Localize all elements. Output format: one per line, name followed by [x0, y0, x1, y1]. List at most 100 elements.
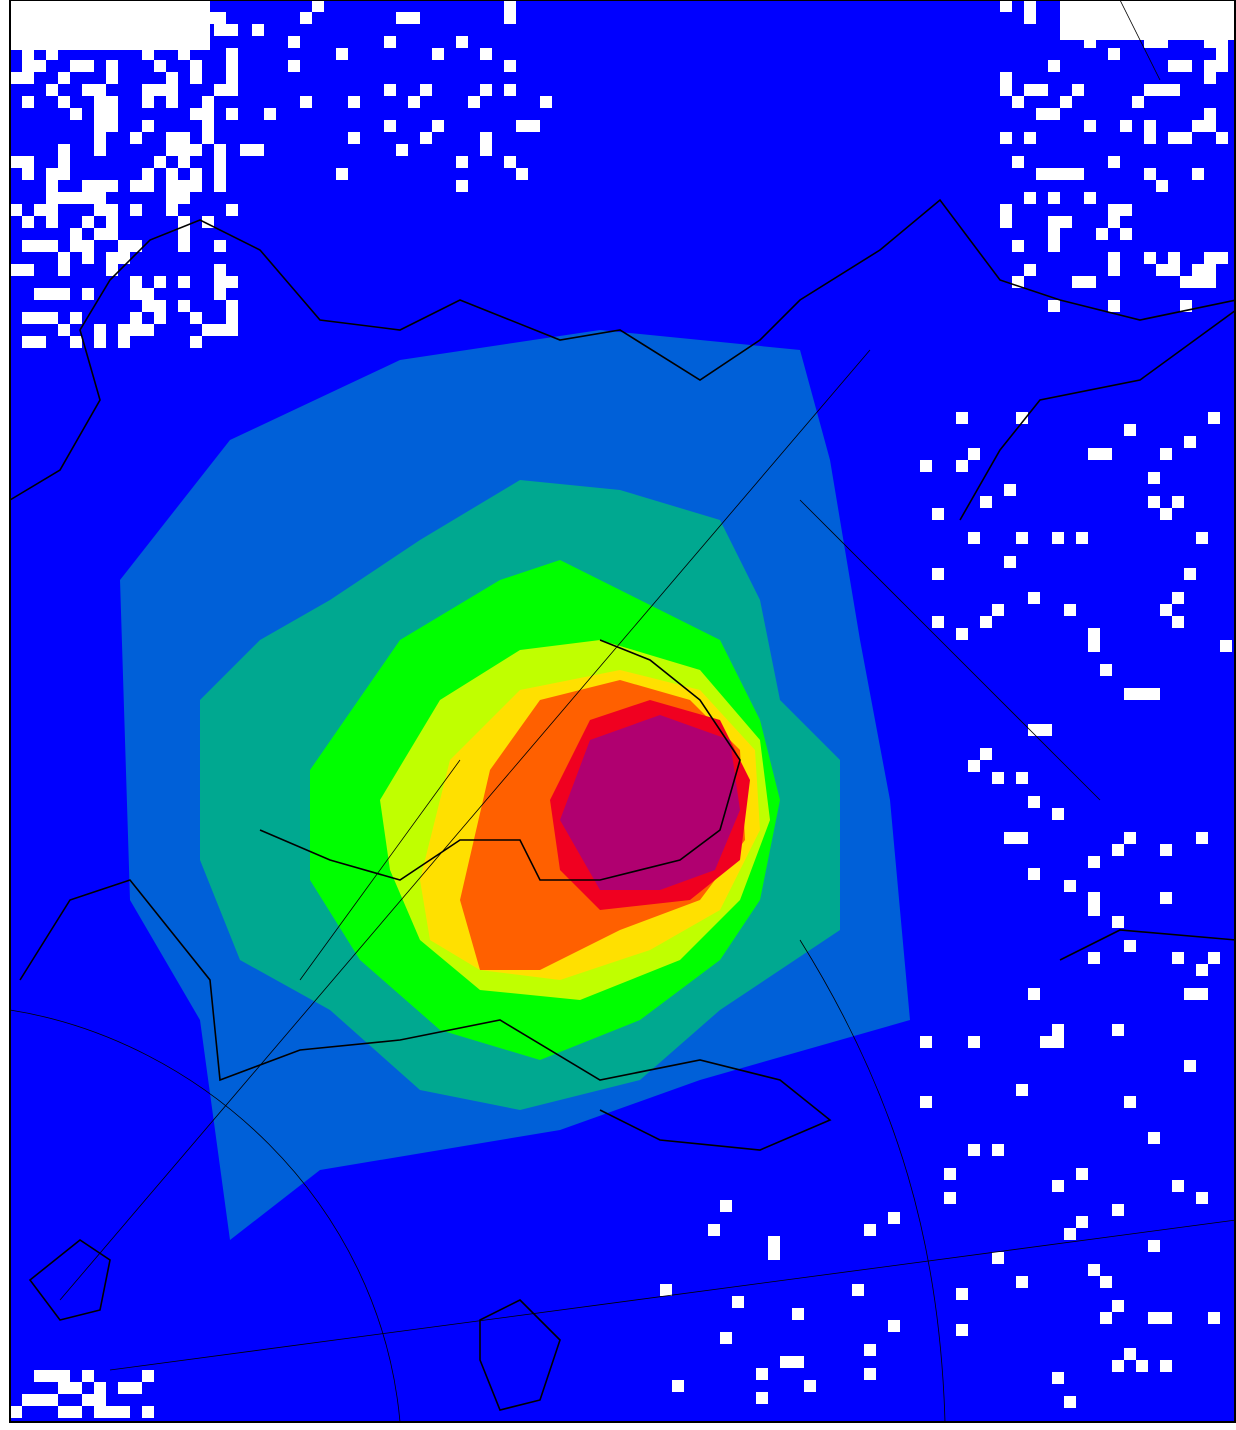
missing-data-cell: [756, 1392, 768, 1404]
missing-data-cell: [154, 0, 166, 12]
missing-data-cell: [1024, 264, 1036, 276]
missing-data-cell: [70, 1382, 82, 1394]
missing-data-cell: [154, 276, 166, 288]
missing-data-cell: [1180, 132, 1192, 144]
missing-data-cell: [1108, 264, 1120, 276]
missing-data-cell: [10, 0, 22, 12]
missing-data-cell: [1052, 1024, 1064, 1036]
missing-data-cell: [94, 120, 106, 132]
missing-data-cell: [58, 156, 70, 168]
missing-data-cell: [46, 84, 58, 96]
missing-data-cell: [1040, 724, 1052, 736]
missing-data-cell: [1072, 84, 1084, 96]
missing-data-cell: [720, 1200, 732, 1212]
missing-data-cell: [992, 772, 1004, 784]
missing-data-cell: [1156, 264, 1168, 276]
missing-data-cell: [22, 168, 34, 180]
missing-data-cell: [142, 1370, 154, 1382]
missing-data-cell: [118, 240, 130, 252]
missing-data-cell: [348, 132, 360, 144]
missing-data-cell: [1168, 264, 1180, 276]
missing-data-cell: [660, 1284, 672, 1296]
missing-data-cell: [1204, 36, 1216, 48]
missing-data-cell: [1172, 1180, 1184, 1192]
missing-data-cell: [226, 72, 238, 84]
missing-data-cell: [214, 144, 226, 156]
missing-data-cell: [1156, 180, 1168, 192]
missing-data-cell: [166, 84, 178, 96]
missing-data-cell: [1052, 1372, 1064, 1384]
missing-data-cell: [154, 312, 166, 324]
missing-data-cell: [58, 168, 70, 180]
missing-data-cell: [1064, 880, 1076, 892]
missing-data-cell: [1216, 60, 1228, 72]
missing-data-cell: [1048, 168, 1060, 180]
missing-data-cell: [504, 156, 516, 168]
missing-data-cell: [1120, 204, 1132, 216]
missing-data-cell: [1048, 300, 1060, 312]
missing-data-cell: [178, 144, 190, 156]
missing-data-cell: [1172, 616, 1184, 628]
missing-data-cell: [1048, 192, 1060, 204]
missing-data-cell: [1156, 36, 1168, 48]
missing-data-cell: [1072, 276, 1084, 288]
missing-data-cell: [130, 240, 142, 252]
missing-data-cell: [1016, 1276, 1028, 1288]
missing-data-cell: [106, 72, 118, 84]
missing-data-cell: [888, 1320, 900, 1332]
missing-data-cell: [708, 1224, 720, 1236]
missing-data-cell: [1172, 952, 1184, 964]
missing-data-cell: [22, 72, 34, 84]
missing-data-cell: [142, 84, 154, 96]
missing-data-cell: [142, 36, 154, 48]
missing-data-cell: [920, 460, 932, 472]
missing-data-cell: [226, 312, 238, 324]
missing-data-cell: [252, 24, 264, 36]
missing-data-cell: [456, 36, 468, 48]
missing-data-cell: [780, 1356, 792, 1368]
missing-data-cell: [968, 1144, 980, 1156]
missing-data-cell: [1132, 96, 1144, 108]
missing-data-cell: [1100, 664, 1112, 676]
missing-data-cell: [540, 96, 552, 108]
missing-data-cell: [792, 1308, 804, 1320]
missing-data-cell: [1108, 216, 1120, 228]
missing-data-cell: [1088, 628, 1100, 640]
missing-data-cell: [1160, 844, 1172, 856]
missing-data-cell: [1024, 12, 1036, 24]
missing-data-cell: [202, 96, 214, 108]
missing-data-cell: [166, 192, 178, 204]
missing-data-cell: [82, 192, 94, 204]
missing-data-cell: [94, 336, 106, 348]
missing-data-cell: [226, 60, 238, 72]
missing-data-cell: [106, 1406, 118, 1418]
missing-data-cell: [504, 0, 516, 12]
missing-data-cell: [1024, 84, 1036, 96]
missing-data-cell: [1088, 856, 1100, 868]
missing-data-cell: [58, 1382, 70, 1394]
missing-data-cell: [214, 84, 226, 96]
missing-data-cell: [968, 1036, 980, 1048]
missing-data-cell: [1144, 168, 1156, 180]
missing-data-cell: [1012, 96, 1024, 108]
missing-data-cell: [1124, 1348, 1136, 1360]
missing-data-cell: [1192, 168, 1204, 180]
missing-data-cell: [94, 228, 106, 240]
missing-data-cell: [1184, 1060, 1196, 1072]
missing-data-cell: [1108, 300, 1120, 312]
graticule: [1119, 0, 1161, 81]
missing-data-cell: [10, 72, 22, 84]
missing-data-cell: [1124, 940, 1136, 952]
missing-data-cell: [154, 12, 166, 24]
missing-data-cell: [94, 1406, 106, 1418]
missing-data-cell: [130, 276, 142, 288]
missing-data-cell: [504, 84, 516, 96]
missing-data-cell: [1076, 532, 1088, 544]
missing-data-cell: [920, 1036, 932, 1048]
missing-data-cell: [1216, 0, 1228, 12]
missing-data-cell: [1084, 192, 1096, 204]
missing-data-cell: [106, 96, 118, 108]
missing-data-cell: [142, 0, 154, 12]
missing-data-cell: [792, 1356, 804, 1368]
